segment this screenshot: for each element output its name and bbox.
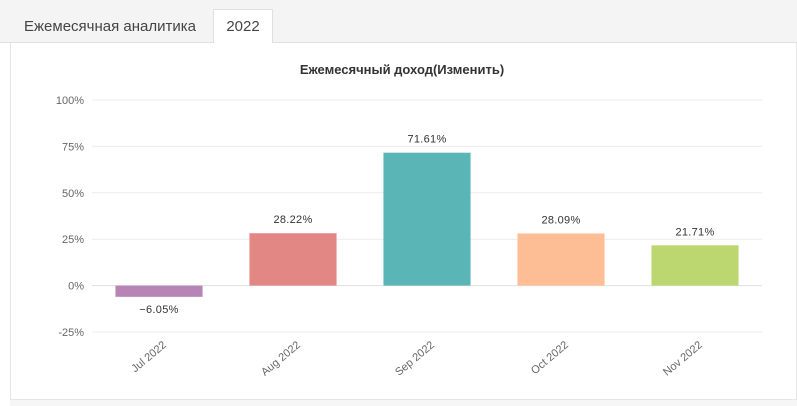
data-label: 21.71% — [675, 226, 714, 238]
x-tick-label: Jul 2022 — [129, 339, 169, 375]
x-tick-label: Sep 2022 — [393, 339, 437, 378]
panel-bottom-edge — [10, 399, 797, 406]
y-tick-label: 50% — [62, 188, 84, 200]
data-label: −6.05% — [139, 304, 178, 316]
y-tick-label: 0% — [68, 281, 84, 293]
bar — [115, 285, 203, 297]
x-tick-label: Nov 2022 — [661, 339, 705, 378]
bar — [517, 233, 605, 286]
data-label: 28.22% — [273, 214, 312, 226]
chart-title: Ежемесячный доход(Изменить) — [300, 62, 504, 77]
x-tick-label: Oct 2022 — [529, 339, 571, 377]
y-tick-label: 75% — [62, 141, 84, 153]
bar — [383, 152, 471, 286]
y-tick-label: -25% — [58, 327, 84, 339]
data-labels: −6.05% 28.22% 71.61% 28.09% 21.71% — [139, 134, 714, 316]
bar — [249, 233, 337, 286]
y-tick-label: 100% — [56, 95, 84, 107]
tab-bar: Ежемесячная аналитика 2022 — [0, 0, 797, 44]
tab-monthly-analytics[interactable]: Ежемесячная аналитика — [24, 18, 196, 35]
bar — [651, 245, 739, 286]
y-axis-tick-labels: -25% 0% 25% 50% 75% 100% — [56, 95, 84, 339]
y-tick-label: 25% — [62, 234, 84, 246]
tab-2022[interactable]: 2022 — [213, 9, 273, 44]
bars — [115, 152, 739, 297]
x-tick-label: Aug 2022 — [259, 339, 303, 378]
data-label: 28.09% — [541, 214, 580, 226]
data-label: 71.61% — [407, 134, 446, 146]
x-axis-tick-labels: Jul 2022 Aug 2022 Sep 2022 Oct 2022 Nov 2022 — [129, 339, 705, 378]
